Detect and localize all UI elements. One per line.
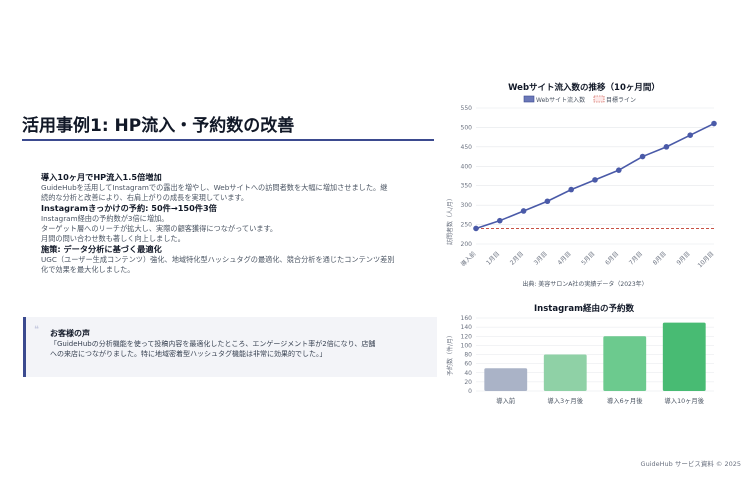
testimonial-title: お客様の声 — [50, 329, 90, 338]
y-tick-label: 300 — [461, 202, 473, 209]
y-tick-label: 20 — [464, 379, 472, 386]
key-points: 導入10ヶ月でHP流入1.5倍増加 GuideHubを活用してInstagram… — [41, 172, 436, 275]
point-heading: 施策: データ分析に基づく最適化 — [41, 244, 162, 254]
y-tick-label: 140 — [461, 324, 473, 331]
testimonial-box: ❝ お客様の声 「GuideHubの分析機能を使って投稿内容を最適化したところ、… — [23, 317, 437, 377]
traffic-series-line — [475, 122, 715, 230]
testimonial-line: 「GuideHubの分析機能を使って投稿内容を最適化したところ、エンゲージメント… — [50, 340, 376, 348]
y-tick-label: 100 — [461, 342, 473, 349]
data-point — [663, 144, 670, 150]
legend-swatch-target — [593, 95, 605, 103]
x-tick-label: 6月目 — [604, 250, 620, 266]
data-point — [568, 186, 574, 193]
y-tick-label: 160 — [461, 315, 473, 322]
chart-grid — [476, 107, 714, 245]
quote-icon: ❝ — [34, 325, 39, 335]
x-tick-label: 10月目 — [697, 250, 716, 269]
y-tick-label: 60 — [464, 361, 472, 368]
y-axis-label: 訪問者数（人/月） — [446, 195, 454, 245]
x-tick-label: 1月目 — [485, 250, 501, 266]
bar — [603, 336, 647, 391]
data-point — [616, 167, 622, 173]
point-heading: Instagramきっかけの予約: 50件→150件3倍 — [41, 203, 217, 213]
chart-title: Webサイト流入数の推移（10ヶ月間） — [508, 82, 660, 93]
y-axis-ticks: 200 250 300 350 400 450 500 550 — [461, 105, 473, 248]
point-text-line: UGC（ユーザー生成コンテンツ）強化、地域特化型ハッシュタグの最適化、競合分析を… — [41, 255, 395, 264]
point-item: 施策: データ分析に基づく最適化 UGC（ユーザー生成コンテンツ）強化、地域特化… — [41, 244, 436, 275]
y-axis-label: 予約数（件/月） — [446, 332, 454, 376]
data-point — [687, 132, 693, 138]
chart-legend: Webサイト流入数 目標ライン — [523, 95, 636, 104]
data-point — [711, 120, 717, 127]
x-tick-label: 7月目 — [628, 250, 644, 266]
y-tick-label: 350 — [461, 183, 473, 190]
x-tick-label: 9月目 — [675, 250, 691, 266]
testimonial-text: 「GuideHubの分析機能を使って投稿内容を最適化したところ、エンゲージメント… — [50, 339, 435, 359]
legend-label-target: 目標ライン — [606, 96, 636, 104]
y-tick-label: 80 — [464, 352, 472, 359]
y-tick-label: 500 — [461, 124, 473, 131]
legend-label-traffic: Webサイト流入数 — [536, 96, 585, 104]
testimonial-line: への来店につながりました。特に地域密着型ハッシュタグ機能は非常に効果的でした。」 — [50, 350, 327, 358]
point-item: 導入10ヶ月でHP流入1.5倍増加 GuideHubを活用してInstagram… — [41, 172, 436, 203]
point-heading: 導入10ヶ月でHP流入1.5倍増加 — [41, 172, 162, 182]
x-tick-label: 導入10ヶ月後 — [665, 396, 705, 405]
data-point — [544, 198, 551, 205]
y-tick-label: 450 — [461, 144, 473, 151]
x-tick-label: 4月目 — [556, 250, 572, 266]
y-tick-label: 250 — [461, 222, 473, 229]
y-axis-ticks: 0 20 40 60 80 100 120 140 160 — [461, 315, 473, 395]
web-traffic-line-chart: Webサイト流入数の推移（10ヶ月間） Webサイト流入数 目標ライン 2002… — [446, 82, 717, 288]
y-tick-label: 120 — [461, 333, 473, 340]
data-point — [497, 217, 503, 224]
bar — [662, 322, 706, 391]
x-tick-label: 導入前 — [496, 396, 515, 405]
x-tick-label: 導入3ヶ月後 — [548, 396, 584, 405]
footer-copyright: GuideHub サービス資料 © 2025 — [640, 460, 741, 468]
point-text-line: 月間の問い合わせ数も著しく向上しました。 — [41, 234, 185, 243]
x-tick-label: 8月目 — [652, 250, 668, 266]
y-tick-label: 550 — [461, 105, 473, 112]
y-tick-label: 40 — [464, 370, 472, 377]
point-text-line: 続的な分析と改善により、右肩上がりの成長を実現しています。 — [41, 193, 249, 202]
data-point — [592, 177, 598, 183]
page-title: 活用事例1: HP流入・予約数の改善 — [22, 115, 434, 141]
reservations-bar-chart: Instagram経由の予約数 0 20 40 60 80 100 120 140 160 導入… — [446, 303, 714, 405]
bar-series — [484, 322, 706, 391]
y-tick-label: 0 — [468, 388, 472, 395]
data-point — [639, 153, 646, 160]
x-tick-label: 2月目 — [509, 250, 525, 266]
data-point — [473, 225, 479, 232]
point-item: Instagramきっかけの予約: 50件→150件3倍 Instagram経由… — [41, 203, 436, 244]
point-text-line: ターゲット層へのリーチが拡大し、実際の顧客獲得につながっています。 — [41, 224, 278, 233]
x-tick-label: 導入前 — [459, 250, 477, 268]
chart-title: Instagram経由の予約数 — [534, 303, 634, 314]
x-axis-ticks: 導入前 1月目 2月目 3月目 4月目 5月目 6月目 7月目 8月目 9月目 10月目 — [459, 250, 715, 270]
point-text-line: GuideHubを活用してInstagramでの露出を増やし、Webサイトへの訪… — [41, 183, 388, 192]
x-tick-label: 導入6ヶ月後 — [607, 396, 643, 405]
chart-source: 出典: 美容サロンA社の実績データ（2023年） — [522, 280, 647, 288]
legend-swatch-traffic — [523, 95, 535, 103]
x-axis-ticks: 導入前 導入3ヶ月後 導入6ヶ月後 導入10ヶ月後 — [496, 396, 704, 405]
traffic-series-points — [473, 120, 717, 232]
data-point — [520, 208, 527, 214]
y-tick-label: 200 — [461, 241, 473, 248]
y-tick-label: 400 — [461, 163, 473, 170]
point-text-line: 化で効果を最大化しました。 — [41, 265, 135, 274]
bar — [543, 354, 587, 391]
x-tick-label: 3月目 — [533, 250, 549, 266]
bar — [484, 368, 528, 391]
point-text-line: Instagram経由の予約数が3倍に増加。 — [41, 214, 169, 223]
x-tick-label: 5月目 — [580, 250, 596, 266]
